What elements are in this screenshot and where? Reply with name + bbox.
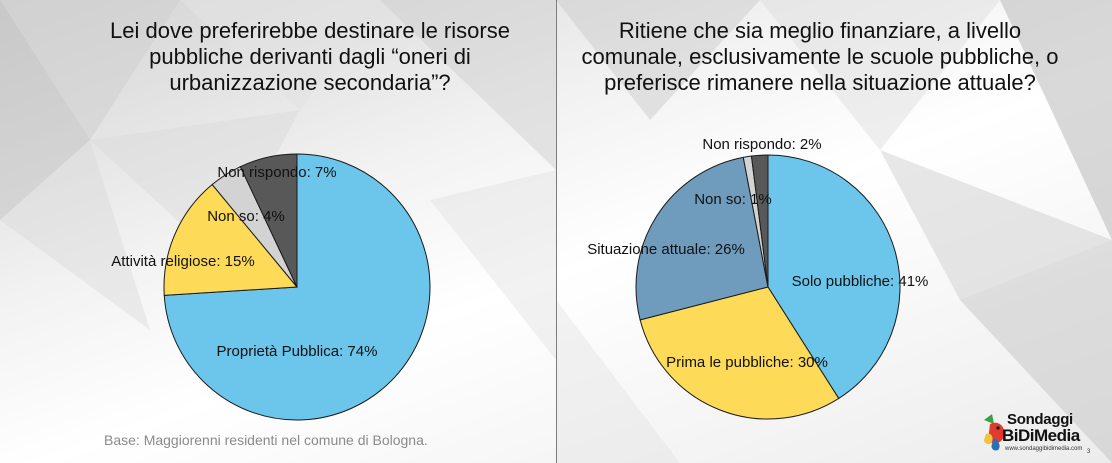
pie-1-label-2: Attività religiose: 15% bbox=[111, 253, 254, 270]
pie-2-slice-5 bbox=[750, 154, 769, 288]
pie-2-label-2: Prima le pubbliche: 30% bbox=[666, 354, 828, 371]
pie-2-label-3: Situazione attuale: 26% bbox=[587, 241, 745, 258]
pie-1-slice-4 bbox=[239, 153, 298, 288]
pie-2-slice-2 bbox=[639, 286, 840, 420]
base-note: Base: Maggiorenni residenti nel comune d… bbox=[104, 432, 428, 448]
panel-divider bbox=[556, 0, 557, 463]
pie-2-slice-3 bbox=[635, 156, 769, 321]
pie-chart-1: Proprietà Pubblica: 74% Attività religios… bbox=[111, 153, 431, 421]
pie-2-label-1: Solo pubbliche: 41% bbox=[792, 273, 929, 290]
logo-line2: BiDiMedia bbox=[1002, 426, 1080, 445]
pie-1-label-1: Proprietà Pubblica: 74% bbox=[217, 343, 378, 360]
pie-2-slice-1 bbox=[767, 154, 901, 400]
pie-2-label-4: Non so: 1% bbox=[694, 191, 772, 208]
logo-line1: Sondaggi bbox=[1007, 411, 1073, 428]
page-number: 3 bbox=[1087, 449, 1091, 455]
pie-chart-2: Solo pubbliche: 41% Prima le pubbliche: 3… bbox=[587, 136, 929, 420]
chart-title-left: Lei dove preferirebbe destinare le risor… bbox=[110, 18, 510, 95]
pie-2-label-5: Non rispondo: 2% bbox=[702, 136, 821, 153]
chart-title-right: Ritiene che sia meglio finanziare, a liv… bbox=[581, 18, 1059, 95]
sondaggi-bidimedia-logo: Sondaggi BiDiMedia www.sondaggibidimedia… bbox=[980, 408, 1105, 456]
pie-1-slice-2 bbox=[163, 183, 299, 296]
logo-url: www.sondaggibidimedia.com bbox=[1005, 446, 1083, 452]
pie-1-label-3: Non so: 4% bbox=[207, 208, 285, 225]
pie-1-label-4: Non rispondo: 7% bbox=[217, 164, 336, 181]
bird-logo-icon bbox=[984, 414, 1005, 451]
